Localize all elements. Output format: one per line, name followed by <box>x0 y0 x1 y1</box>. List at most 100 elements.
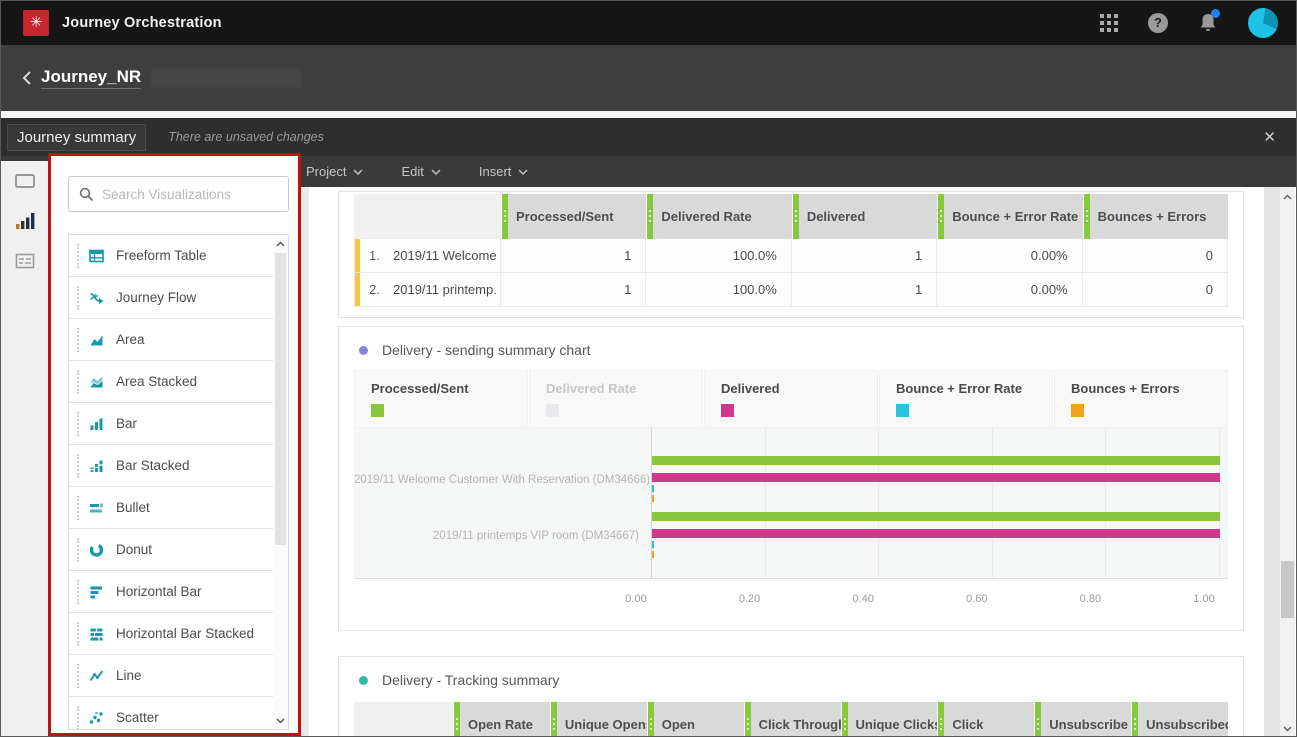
viz-item-label: Line <box>116 668 142 683</box>
row-label-cell[interactable]: 1. 2019/11 Welcome ... <box>354 239 501 272</box>
viz-item-label: Horizontal Bar <box>116 584 202 599</box>
rail-visualizations-icon[interactable] <box>1 201 48 241</box>
column-header[interactable]: Delivered <box>792 194 938 239</box>
column-header[interactable]: Bounce + Error Rate <box>938 194 1083 239</box>
notifications-bell-icon[interactable] <box>1198 9 1220 34</box>
drag-handle-icon[interactable] <box>77 537 80 562</box>
table-cell: 0.00% <box>937 239 1083 272</box>
drag-handle-icon[interactable] <box>77 705 80 729</box>
list-scrollbar[interactable] <box>273 235 288 729</box>
gridline <box>991 428 993 578</box>
legend-item[interactable]: Bounce + Error Rate <box>879 370 1053 428</box>
bar-delivered[interactable] <box>652 529 1220 538</box>
page-scrollbar[interactable] <box>1280 187 1295 736</box>
drag-handle-icon[interactable] <box>77 369 80 394</box>
table-row[interactable]: 2. 2019/11 printemp... 1 100.0% 1 0.00% 0 <box>354 273 1229 307</box>
column-header[interactable]: Bounces + Errors <box>1083 194 1229 239</box>
avatar[interactable] <box>1248 8 1278 38</box>
legend-item[interactable]: Bounces + Errors <box>1054 370 1228 428</box>
close-icon[interactable]: ✕ <box>1263 129 1276 146</box>
drag-handle-icon[interactable] <box>77 579 80 604</box>
column-stripe <box>1083 194 1090 239</box>
column-header[interactable]: Click <box>938 702 1035 736</box>
row-number: 2. <box>369 282 380 297</box>
drag-handle-icon[interactable] <box>77 285 80 310</box>
bar-processed-sent[interactable] <box>652 456 1220 465</box>
list-scroll-up-icon[interactable] <box>273 236 288 251</box>
list-scrollbar-thumb[interactable] <box>275 253 286 545</box>
bar-bounce-error-rate[interactable] <box>652 541 654 548</box>
unsaved-changes-status: There are unsaved changes <box>168 130 324 144</box>
donut-icon <box>88 541 106 559</box>
legend-swatch <box>371 404 384 417</box>
menu-insert[interactable]: Insert <box>479 164 529 179</box>
viz-item-area-stacked[interactable]: Area Stacked <box>69 361 288 403</box>
back-button[interactable] <box>15 67 37 89</box>
column-header[interactable]: Delivered Rate <box>647 194 792 239</box>
menu-edit[interactable]: Edit <box>401 164 441 179</box>
table-cell: 1 <box>501 273 647 306</box>
tab-journey-summary[interactable]: Journey summary <box>7 123 147 151</box>
category-label: 2019/11 printemps VIP room (DM34667) <box>432 530 639 542</box>
column-header[interactable]: Open <box>647 702 744 736</box>
legend-label: Delivered Rate <box>546 381 637 396</box>
drag-handle-icon[interactable] <box>77 621 80 646</box>
viz-item-donut[interactable]: Donut <box>69 529 288 571</box>
legend-item[interactable]: Processed/Sent <box>354 370 528 428</box>
rail-components-icon[interactable] <box>1 241 48 281</box>
column-header[interactable]: Open Rate <box>454 702 550 736</box>
scroll-up-icon[interactable] <box>1280 189 1295 204</box>
column-header[interactable]: Unsubscribe Rate <box>1035 702 1132 736</box>
column-header[interactable]: Unique Opens <box>550 702 647 736</box>
area-stacked-icon <box>88 373 106 391</box>
viz-item-bar[interactable]: Bar <box>69 403 288 445</box>
legend-item[interactable]: Delivered <box>704 370 878 428</box>
viz-item-line[interactable]: Line <box>69 655 288 697</box>
bar-bounce-error-rate[interactable] <box>652 485 654 492</box>
horizontal-bar-icon <box>88 583 106 601</box>
search-input[interactable] <box>102 186 280 202</box>
page-scrollbar-thumb[interactable] <box>1281 561 1294 618</box>
rail-panels-icon[interactable] <box>1 161 48 201</box>
menu-project[interactable]: Project <box>306 164 363 179</box>
bar-bounces-errors[interactable] <box>652 495 654 502</box>
column-header[interactable]: Unsubscribed <box>1132 702 1228 736</box>
viz-item-bar-stacked[interactable]: Bar Stacked <box>69 445 288 487</box>
help-icon[interactable]: ? <box>1148 13 1168 33</box>
x-tick-label: 0.00 <box>625 593 647 605</box>
drag-handle-icon[interactable] <box>77 663 80 688</box>
drag-handle-icon[interactable] <box>77 411 80 436</box>
tracking-bullet-icon <box>359 675 368 685</box>
gridline <box>764 428 766 578</box>
viz-item-journey-flow[interactable]: Journey Flow <box>69 277 288 319</box>
scroll-down-icon[interactable] <box>1280 721 1295 736</box>
chart-x-axis: 0.00 0.20 0.40 0.60 0.80 1.00 <box>339 579 1243 622</box>
viz-item-freeform-table[interactable]: Freeform Table <box>69 235 288 277</box>
gridline <box>1219 428 1220 578</box>
app-switcher-icon[interactable] <box>1100 14 1118 32</box>
column-header[interactable]: Unique Clicks <box>841 702 938 736</box>
drag-handle-icon[interactable] <box>77 495 80 520</box>
drag-handle-icon[interactable] <box>77 453 80 478</box>
drag-handle-icon[interactable] <box>77 327 80 352</box>
legend-item[interactable]: Delivered Rate <box>529 370 703 428</box>
viz-item-scatter[interactable]: Scatter <box>69 697 288 729</box>
viz-item-horizontal-bar-stacked[interactable]: Horizontal Bar Stacked <box>69 613 288 655</box>
row-label-cell[interactable]: 2. 2019/11 printemp... <box>354 273 501 306</box>
sending-summary-chart-card: Delivery - sending summary chart Process… <box>338 326 1244 631</box>
journey-orchestration-logo-icon[interactable]: ✳︎ <box>23 10 49 36</box>
viz-item-horizontal-bar[interactable]: Horizontal Bar <box>69 571 288 613</box>
column-stripe <box>647 194 654 239</box>
viz-item-bullet[interactable]: Bullet <box>69 487 288 529</box>
bar-processed-sent[interactable] <box>652 512 1220 521</box>
row-label: 2019/11 Welcome ... <box>393 248 496 263</box>
bar-bounces-errors[interactable] <box>652 551 654 558</box>
column-header[interactable]: Click Through Rate <box>744 702 841 736</box>
drag-handle-icon[interactable] <box>77 243 80 268</box>
viz-item-area[interactable]: Area <box>69 319 288 361</box>
column-header[interactable]: Processed/Sent <box>502 194 647 239</box>
list-scroll-down-icon[interactable] <box>273 713 288 728</box>
bar-delivered[interactable] <box>652 473 1220 482</box>
row-label: 2019/11 printemp... <box>393 282 496 297</box>
